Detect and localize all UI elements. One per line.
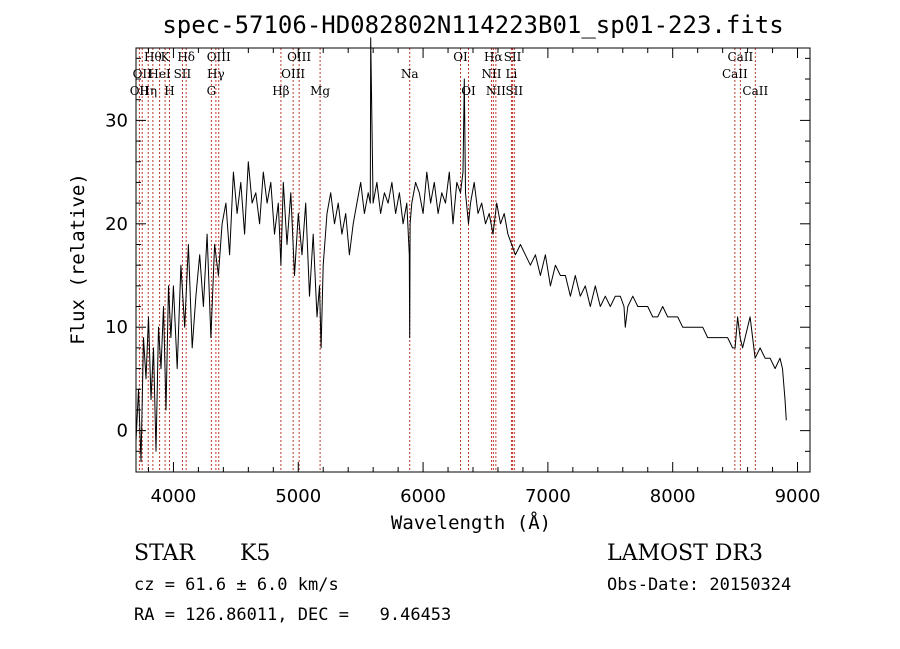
x-tick-label-0: 4000 [151,486,197,507]
line-marker-label-8: Hδ [177,50,195,64]
x-tick-label-5: 9000 [775,486,821,507]
line-marker-label-19: NII [481,67,501,81]
line-marker-label-6: H [164,84,174,98]
line-marker-label-13: OIII [281,67,305,81]
line-marker-label-15: Mg [310,84,330,98]
line-marker-label-26: CaII [727,50,753,64]
line-marker-label-11: OIII [207,50,231,64]
line-marker-label-12: Hβ [272,84,289,98]
line-marker-label-17: OI [453,50,468,64]
y-tick-label-0: 0 [117,421,128,442]
survey-label: LAMOST DR3 [607,541,763,566]
star-subclass-label: K5 [240,541,270,566]
line-marker-label-4: HeI [148,67,171,81]
star-class-label: STAR [134,541,196,566]
line-marker-label-9: G [207,84,217,98]
line-marker-label-0: OII [130,84,150,98]
spectrum-series [135,37,787,463]
line-marker-label-25: CaII [722,67,748,81]
x-tick-label-1: 5000 [275,486,321,507]
line-marker-label-20: Hα [484,50,503,64]
chart-title: spec-57106-HD082802N114223B01_sp01-223.f… [162,11,783,39]
line-marker-label-10: Hγ [207,67,225,81]
y-tick-label-2: 20 [105,214,128,235]
line-marker-label-2: Hη [139,84,157,98]
y-tick-label-3: 30 [105,110,128,131]
x-axis-ticks: 4000 5000 6000 7000 8000 9000 [147,48,821,507]
plot-frame [135,47,811,473]
coordinates-label: RA = 126.86011, DEC = 9.46453 [134,605,451,625]
line-marker-label-5: K [161,50,171,64]
line-marker-label-14: OIII [287,50,311,64]
line-marker-label-3: Hθ [144,50,162,64]
x-axis-label: Wavelength (Å) [391,511,551,534]
line-marker-label-21: NII [486,84,506,98]
spectrum-line-0 [135,37,787,463]
y-tick-label-1: 10 [105,317,128,338]
line-marker-label-1: OII [133,67,153,81]
line-marker-labels: OIIOIIHηHθHeIKHSIIHδGHγOIIIHβOIIIOIIIMgN… [130,50,769,98]
line-marker-label-22: Li [506,67,518,81]
x-tick-label-3: 7000 [525,486,571,507]
obs-date-label: Obs-Date: 20150324 [607,575,791,595]
line-marker-label-7: SII [174,67,192,81]
redshift-label: cz = 61.6 ± 6.0 km/s [134,575,339,595]
y-axis-label: Flux (relative) [67,173,89,345]
line-marker-label-23: SII [504,50,522,64]
line-marker-label-18: OI [461,84,476,98]
x-tick-label-4: 8000 [650,486,696,507]
y-axis-ticks: 0 10 20 30 [105,57,810,473]
line-marker-label-27: CaII [742,84,768,98]
line-markers [138,48,756,472]
line-marker-label-24: SII [505,84,523,98]
line-marker-label-16: Na [401,67,419,81]
x-tick-label-2: 6000 [400,486,446,507]
